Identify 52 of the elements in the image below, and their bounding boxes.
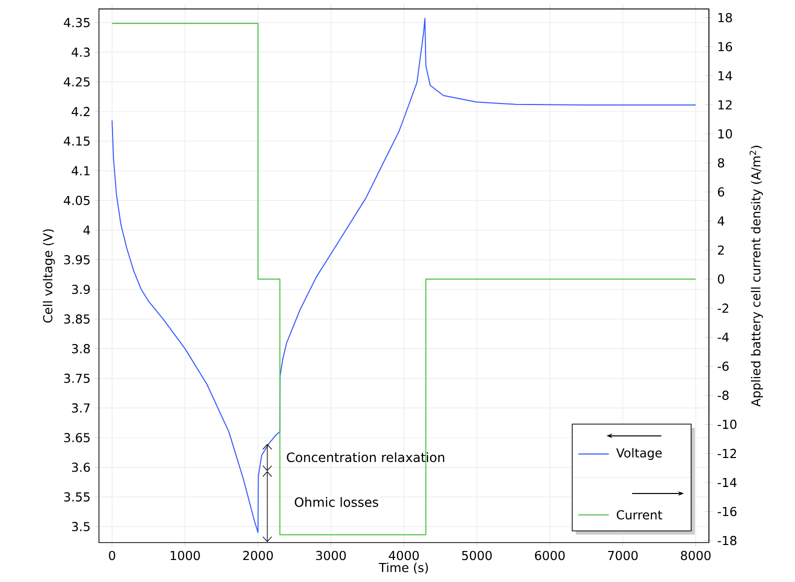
y2-tick-label: -12	[718, 448, 736, 458]
y2-tick-label: 2	[718, 245, 724, 255]
y2-tick-label: -14	[718, 478, 737, 487]
x-tick-label: 0	[108, 550, 116, 560]
y2-tick-label: -10	[718, 420, 736, 429]
y2-tick-label: 18	[718, 12, 732, 22]
y-tick-label: 3.95	[64, 254, 90, 264]
y2-tick-label: 10	[718, 129, 732, 138]
y2-tick-label: -18	[718, 536, 736, 546]
x-tick-label: 5000	[462, 550, 492, 560]
y-tick-label: 4.15	[64, 136, 90, 146]
y-tick-label: 4.3	[72, 47, 90, 57]
y-axis-title: Cell voltage (V)	[42, 229, 55, 322]
y2-tick-label: -2	[718, 303, 728, 313]
y-tick-label: 3.7	[72, 403, 90, 413]
y2-tick-label: 4	[718, 216, 724, 226]
y-tick-label: 4.25	[64, 77, 90, 86]
y2-tick-label: -4	[718, 332, 729, 342]
y2-tick-label: 0	[718, 274, 724, 284]
y2-tick-label: 16	[718, 42, 732, 52]
y2-tick-label: 14	[718, 71, 732, 80]
y-tick-label: 3.55	[64, 492, 90, 502]
x-tick-label: 7000	[608, 550, 638, 560]
y2-tick-label: 8	[718, 158, 724, 168]
x-tick-label: 3000	[316, 550, 346, 560]
y2-tick-label: 6	[718, 187, 724, 196]
x-tick-label: 1000	[170, 550, 200, 560]
y-tick-label: 4.05	[64, 196, 90, 206]
y-tick-label: 3.8	[72, 344, 90, 354]
y-tick-label: 4.2	[72, 106, 90, 116]
y2-tick-label: -8	[718, 390, 729, 400]
y-tick-label: 3.5	[72, 522, 90, 532]
x-axis-title: Time (s)	[378, 562, 428, 574]
y-tick-label: 3.9	[72, 284, 90, 294]
y2-tick-label: -6	[718, 361, 729, 371]
y-tick-label: 4.35	[64, 18, 90, 28]
y-tick-label: 3.65	[64, 432, 90, 442]
annotation: Ohmic losses	[294, 496, 378, 507]
y-tick-label: 4	[83, 226, 90, 234]
x-tick-label: 8000	[680, 550, 711, 560]
x-tick-label: 4000	[388, 550, 419, 560]
y-tick-label: 3.85	[64, 314, 90, 324]
y2-axis-title: Applied battery cell current density (A/m$^{2}$)	[750, 146, 763, 407]
y-tick-label: 4.1	[72, 166, 90, 176]
x-tick-label: 2000	[243, 550, 273, 560]
legend-label: Current	[616, 510, 662, 520]
legend-label: Voltage	[616, 448, 662, 460]
y2-tick-label: 12	[718, 100, 732, 110]
y2-tick-label: -16	[718, 506, 736, 516]
y-tick-label: 3.75	[64, 374, 90, 383]
x-tick-label: 6000	[534, 550, 565, 560]
y-tick-label: 3.6	[72, 462, 90, 472]
